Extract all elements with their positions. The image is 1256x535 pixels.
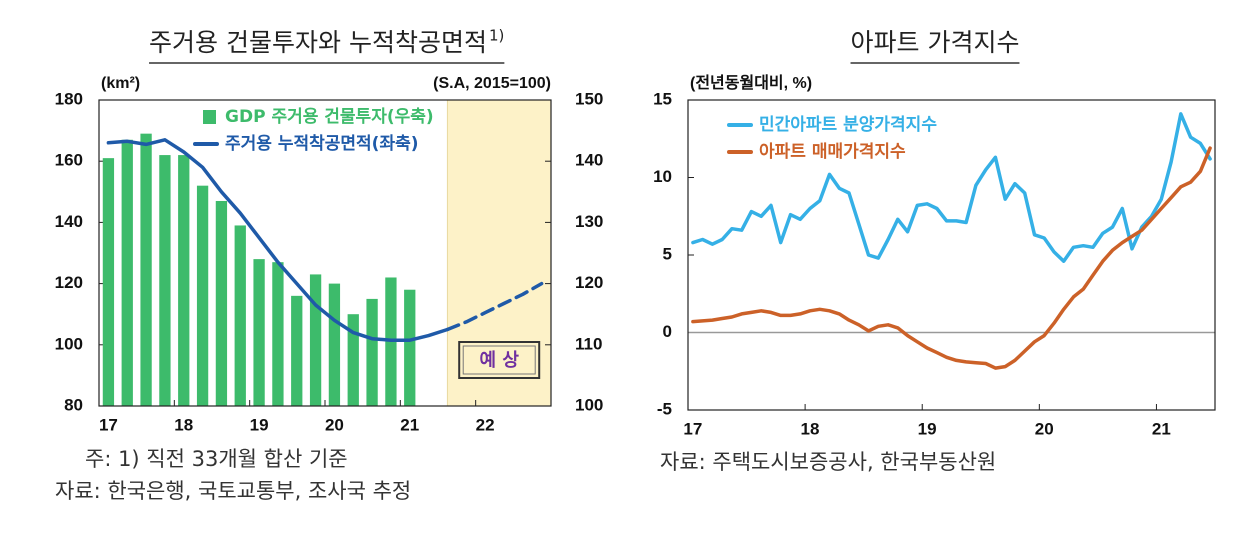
- y-tick-label: -5: [657, 399, 672, 418]
- bar: [291, 295, 303, 406]
- title-note: 1): [489, 27, 504, 45]
- y2-tick-label: 110: [575, 334, 602, 353]
- y2-tick-label: 140: [575, 151, 603, 170]
- bar: [366, 298, 378, 406]
- legend-label: GDP 주거용 건물투자(우축): [225, 107, 434, 127]
- note: 자료: 주택도시보증공사, 한국부동산원: [660, 450, 996, 474]
- bar: [178, 155, 190, 406]
- legend-label: 아파트 매매가격지수: [759, 142, 906, 162]
- line: [445, 281, 544, 332]
- bar: [102, 158, 115, 406]
- y2-tick-label: 150: [575, 89, 603, 108]
- bar: [121, 139, 133, 406]
- y-axis-label: (km²): [101, 75, 140, 92]
- x-tick-label: 18: [174, 415, 193, 434]
- line: [106, 138, 450, 342]
- bar: [253, 259, 265, 406]
- y-tick-label: 120: [55, 273, 83, 292]
- legend-label: 주거용 누적착공면적(좌축): [225, 134, 419, 154]
- y-axis-label: (전년동월대비, %): [690, 73, 812, 92]
- y-tick-label: 180: [55, 89, 83, 108]
- bar: [272, 262, 284, 406]
- y-tick-label: 100: [55, 334, 83, 353]
- bar: [309, 274, 322, 406]
- bar: [196, 185, 209, 406]
- y-tick-label: 160: [55, 151, 83, 170]
- y-tick-label: 10: [653, 167, 672, 186]
- annotation-box-inner: [462, 345, 536, 375]
- annotation-box: [458, 341, 541, 379]
- line: [691, 146, 1212, 370]
- plot-frame: [687, 99, 1216, 411]
- annotation: 예 상: [480, 350, 520, 371]
- bar: [347, 314, 359, 406]
- x-tick-label: 21: [400, 415, 419, 434]
- x-tick-label: 21: [1152, 419, 1171, 438]
- y-tick-label: 15: [653, 89, 672, 108]
- legend-label: 민간아파트 분양가격지수: [759, 115, 937, 135]
- y2-tick-label: 120: [575, 273, 603, 292]
- note: 주: 1) 직전 33개월 합산 기준: [85, 447, 348, 471]
- y-tick-label: 5: [663, 244, 672, 263]
- x-tick-label: 17: [99, 415, 118, 434]
- y-tick-label: 80: [64, 395, 83, 414]
- chart-title: 주거용 건물투자와 누적착공면적: [149, 28, 487, 57]
- legend-swatch: [203, 110, 216, 124]
- plot-frame: [98, 99, 552, 407]
- x-tick-label: 17: [683, 419, 702, 438]
- bar: [328, 283, 341, 406]
- x-tick-label: 20: [1035, 419, 1054, 438]
- bar: [215, 200, 228, 406]
- x-tick-label: 19: [918, 419, 937, 438]
- y2-tick-label: 130: [575, 212, 603, 231]
- x-tick-label: 18: [801, 419, 820, 438]
- y-tick-label: 0: [663, 322, 672, 341]
- bar: [234, 225, 246, 406]
- line: [691, 112, 1212, 263]
- x-tick-label: 19: [250, 415, 269, 434]
- y2-axis-label: (S.A, 2015=100): [433, 75, 551, 92]
- bar: [159, 155, 171, 406]
- y-tick-label: 140: [55, 212, 83, 231]
- chart-title: 아파트 가격지수: [851, 28, 1020, 57]
- x-tick-label: 20: [325, 415, 344, 434]
- bar: [404, 289, 416, 406]
- bar: [140, 133, 152, 406]
- note: 자료: 한국은행, 국토교통부, 조사국 추정: [55, 479, 411, 503]
- x-tick-label: 22: [476, 415, 495, 434]
- y2-tick-label: 100: [575, 395, 603, 414]
